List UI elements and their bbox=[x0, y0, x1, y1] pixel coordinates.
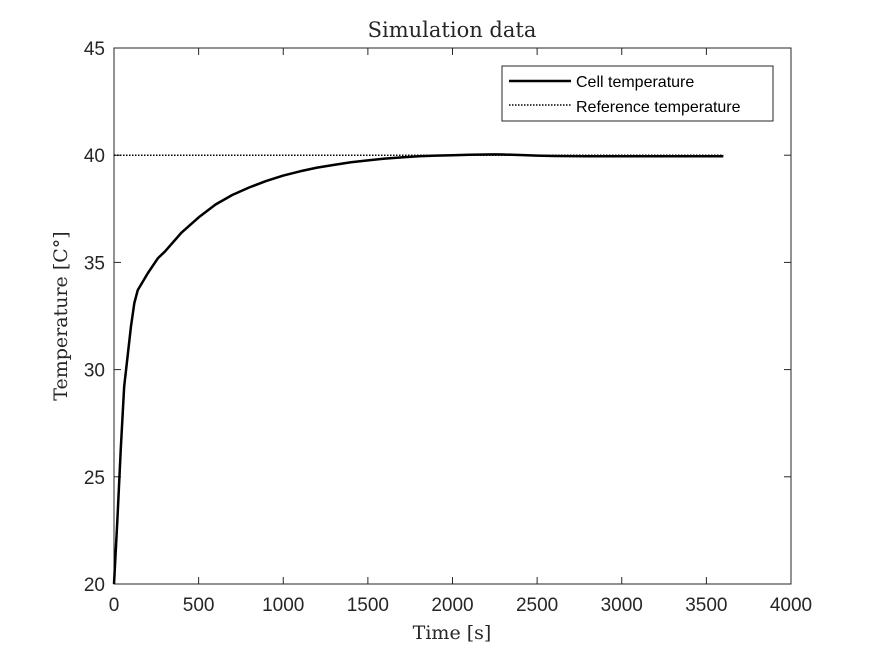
legend-label-cell-temperature: Cell temperature bbox=[576, 74, 694, 91]
axis-ticks: 0 500 1000 1500 2000 2500 3000 3500 4000 20 25 30 35… bbox=[84, 39, 812, 616]
x-axis-label: Time [s] bbox=[413, 622, 492, 644]
y-tick-label: 35 bbox=[84, 253, 105, 274]
series-lines bbox=[112, 153, 724, 585]
legend: Cell temperature Reference temperature bbox=[501, 65, 774, 122]
y-axis-label: Temperature [C°] bbox=[50, 231, 72, 400]
x-tick-label: 3500 bbox=[685, 595, 727, 616]
y-tick-label: 45 bbox=[84, 39, 105, 60]
x-tick-label: 1500 bbox=[347, 595, 389, 616]
x-tick-label: 4000 bbox=[770, 595, 812, 616]
plot-area bbox=[113, 47, 792, 585]
x-tick-label: 0 bbox=[109, 595, 120, 616]
x-tick-label: 2500 bbox=[516, 595, 558, 616]
x-tick-label: 1000 bbox=[262, 595, 304, 616]
y-tick-label: 40 bbox=[84, 146, 105, 167]
legend-box bbox=[501, 65, 774, 122]
y-tick-label: 30 bbox=[84, 361, 105, 382]
x-tick-label: 500 bbox=[183, 595, 215, 616]
chart-title: Simulation data bbox=[368, 18, 537, 42]
y-tick-label: 20 bbox=[84, 575, 105, 596]
series-line-cell-temperature bbox=[112, 153, 724, 585]
legend-label-reference-temperature: Reference temperature bbox=[576, 99, 741, 116]
x-tick-label: 3000 bbox=[601, 595, 643, 616]
y-tick-label: 25 bbox=[84, 468, 105, 489]
x-tick-label: 2000 bbox=[431, 595, 473, 616]
